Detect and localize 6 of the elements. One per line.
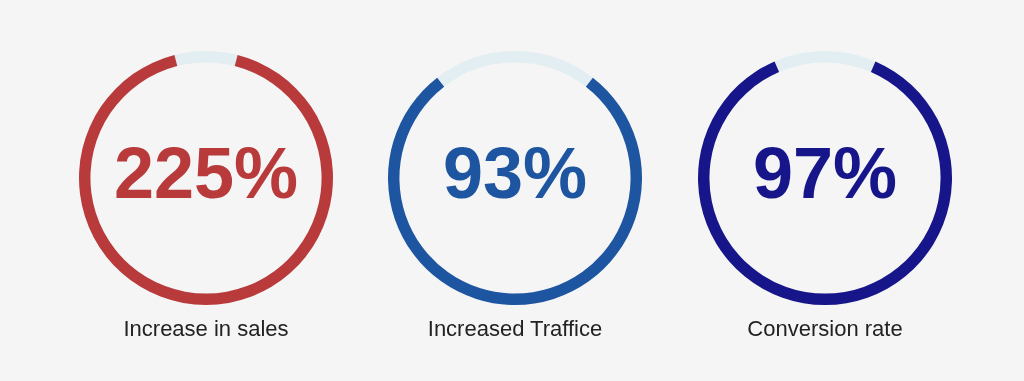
text: 225% <box>113 132 299 213</box>
text: 93% <box>442 132 588 213</box>
text: 97% <box>752 132 898 213</box>
slice-label: Conversion rate <box>747 316 903 342</box>
slice-label: Increased Traffice <box>427 316 603 342</box>
slice-label: Increase in sales <box>123 316 289 342</box>
